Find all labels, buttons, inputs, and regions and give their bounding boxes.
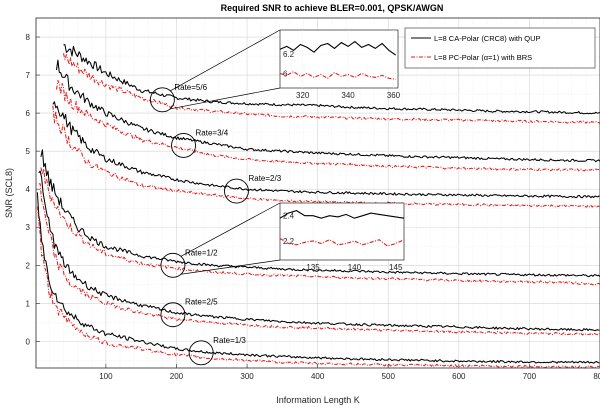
- rate-circle: [188, 340, 214, 366]
- rate-circle: [160, 252, 186, 278]
- x-tick-label: 400: [311, 372, 325, 381]
- inset-1: 320 340 360 6 6.2: [170, 29, 401, 110]
- inset-x-tick-label: 145: [389, 263, 403, 272]
- y-tick-label: 7: [26, 71, 31, 80]
- rate-label: Rate=1/2: [185, 248, 218, 257]
- inset-x-tick-label: 360: [387, 91, 401, 100]
- y-tick-label: 2: [26, 261, 31, 270]
- legend-label-ca-polar: L=8 CA-Polar (CRC8) with QUP: [434, 34, 541, 43]
- rate-label: Rate=2/3: [248, 174, 281, 183]
- x-tick-label: 600: [452, 372, 466, 381]
- y-tick-label: 5: [26, 147, 31, 156]
- y-tick-label: 4: [26, 185, 31, 194]
- inset-y-tick-label: 2.4: [283, 212, 295, 221]
- grid: [36, 17, 600, 368]
- series-line-rate-1-2-pc: [40, 167, 600, 286]
- inset-x-tick-label: 320: [296, 91, 310, 100]
- x-tick-label: 800: [593, 372, 600, 381]
- x-tick-label: 200: [170, 372, 184, 381]
- inset-2: 135 140 145 2.2 2.4: [180, 202, 405, 275]
- rate-label: Rate=5/6: [174, 83, 207, 92]
- inset-y-tick-label: 6.2: [283, 50, 295, 59]
- inset-x-tick-label: 340: [341, 91, 355, 100]
- annotation-layer: Rate=5/6 Rate=3/4 Rate=2/3 Rate=1/2 Rate=2/5…: [149, 83, 282, 366]
- x-axis-ticks: 100 200 300 400 500 600 700 800: [99, 364, 600, 381]
- inset-x-tick-label: 140: [348, 263, 362, 272]
- inset-layer: 320 340 360 6 6.2 135 140 145 2.2 2.4: [170, 29, 405, 275]
- x-axis-label: Information Length K: [276, 395, 360, 405]
- inset-connector: [180, 259, 281, 275]
- y-axis-ticks: 0 1 2 3 4 5 6 7 8: [26, 33, 40, 346]
- y-tick-label: 1: [26, 299, 31, 308]
- inset-x-tick-label: 135: [306, 263, 320, 272]
- y-tick-label: 0: [26, 337, 31, 346]
- inset-series-line-pc: [279, 238, 405, 247]
- legend-box: [404, 27, 596, 69]
- series-line-rate-3-4-ca: [55, 59, 600, 163]
- inset-connector: [180, 202, 281, 257]
- rate-circle: [160, 302, 186, 328]
- inset-y-tick-label: 2.2: [283, 237, 295, 246]
- inset-series-line-ca: [279, 40, 397, 56]
- inset-y-tick-label: 6: [283, 70, 288, 79]
- x-tick-label: 300: [240, 372, 254, 381]
- y-tick-label: 3: [26, 223, 31, 232]
- plot-frame: [35, 17, 600, 369]
- series-line-rate-2-5-pc: [38, 183, 600, 336]
- inset-frame: [279, 202, 405, 261]
- y-tick-label: 8: [26, 33, 31, 42]
- y-tick-label: 6: [26, 109, 31, 118]
- x-tick-label: 700: [523, 372, 537, 381]
- series-line-rate-2-5-ca: [38, 170, 600, 332]
- rate-label: Rate=3/4: [196, 128, 229, 137]
- rate-label: Rate=2/5: [185, 298, 218, 307]
- inset-frame: [279, 29, 399, 89]
- series-layer: [36, 44, 600, 369]
- series-line-rate-1-2-ca: [40, 149, 600, 278]
- inset-series-line-pc: [279, 70, 396, 80]
- x-tick-label: 500: [382, 372, 396, 381]
- rate-circle: [171, 132, 196, 158]
- series-line-rate-1-3-pc: [36, 206, 600, 369]
- x-tick-label: 100: [99, 372, 113, 381]
- rate-circle: [149, 87, 175, 113]
- rate-label: Rate=1/3: [213, 336, 246, 345]
- inset-connector: [170, 29, 281, 92]
- series-line-rate-1-3-ca: [36, 192, 600, 364]
- y-axis-label: SNR (SCL8): [4, 168, 14, 218]
- legend-label-pc-polar: L=8 PC-Polar (α=1) with BRS: [434, 53, 532, 62]
- series-line-rate-2-3-pc: [52, 105, 600, 208]
- legend: L=8 CA-Polar (CRC8) with QUP L=8 PC-Pola…: [404, 27, 596, 69]
- rate-circle: [224, 178, 249, 204]
- inset-connector: [170, 87, 281, 110]
- chart-title: Required SNR to achieve BLER=0.001, QPSK…: [221, 3, 444, 13]
- series-line-rate-2-3-ca: [52, 101, 600, 199]
- series-line-rate-3-4-pc: [55, 79, 600, 172]
- series-line-rate-5-6-pc: [62, 53, 600, 124]
- inset-series-line-ca: [279, 210, 405, 219]
